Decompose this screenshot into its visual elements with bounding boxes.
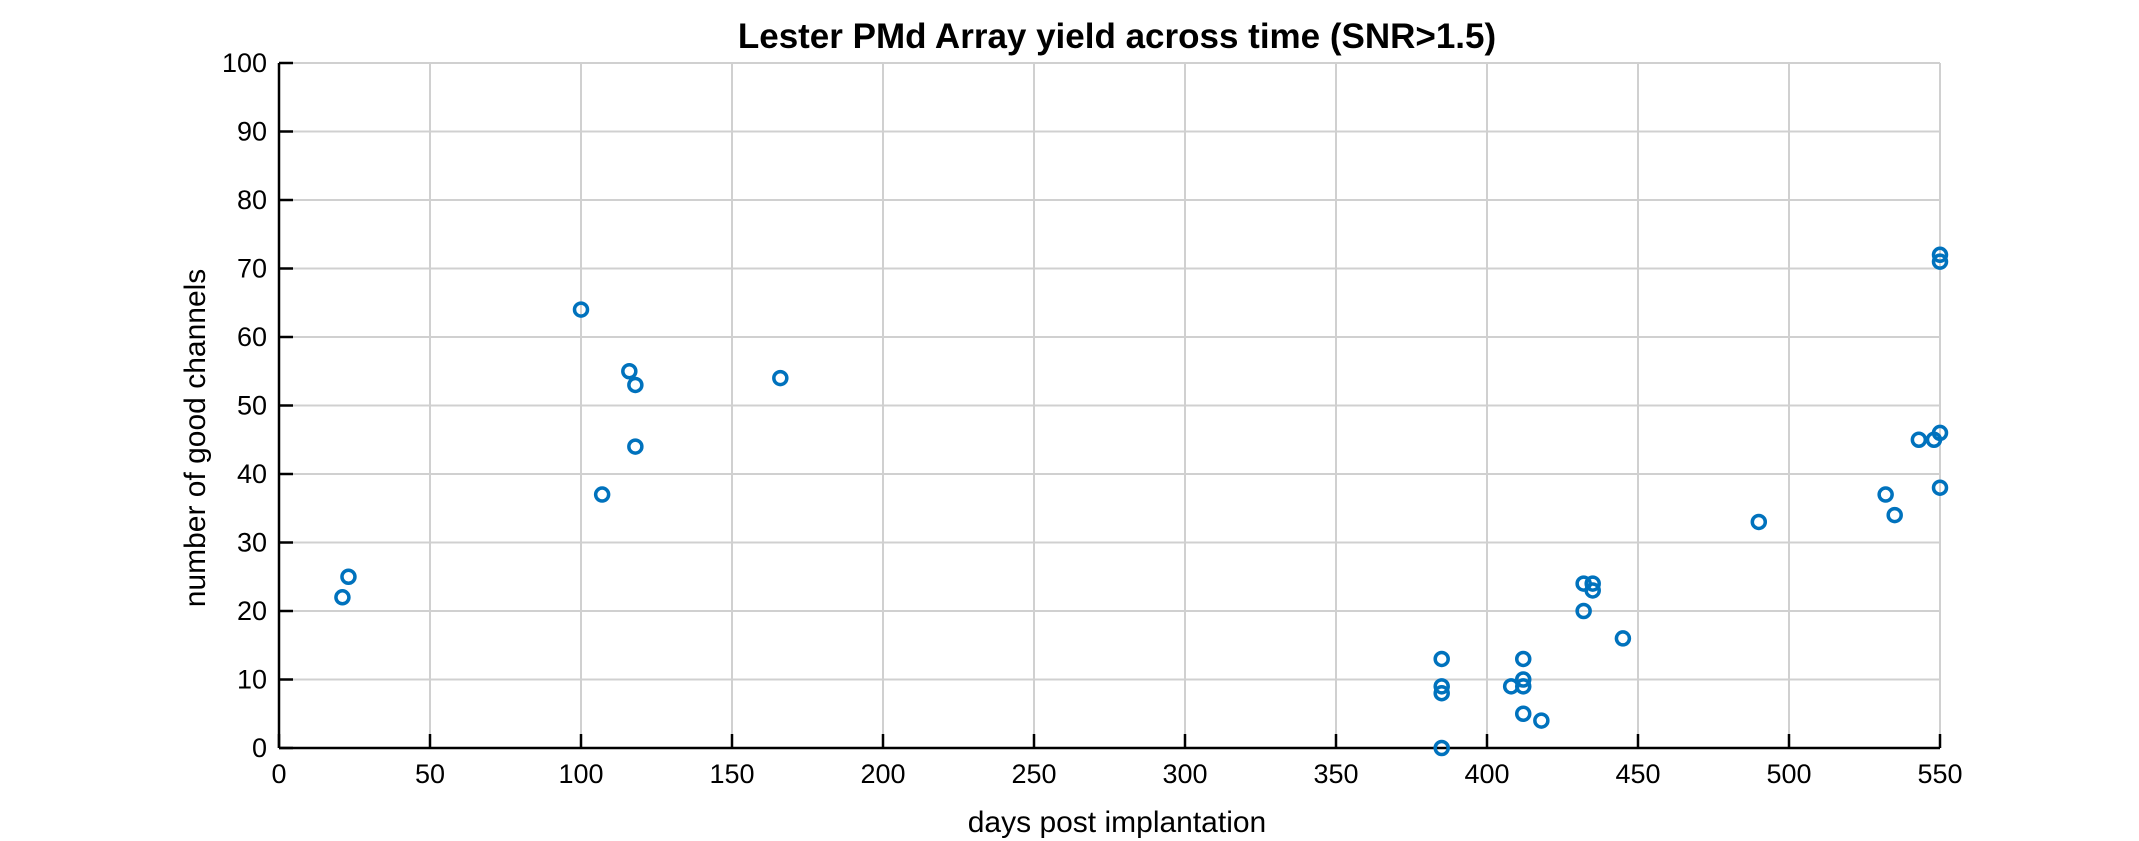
data-point xyxy=(1575,602,1592,620)
x-tick-label: 300 xyxy=(1162,759,1207,789)
grid xyxy=(278,62,1941,749)
data-point xyxy=(627,438,644,455)
y-tick-label: 80 xyxy=(237,185,267,215)
data-point xyxy=(621,363,638,380)
y-tick-label: 30 xyxy=(237,528,267,558)
data-point xyxy=(1433,678,1450,695)
data-point xyxy=(1514,678,1532,695)
x-tick-label: 350 xyxy=(1313,759,1358,789)
data-points xyxy=(334,246,1949,757)
x-tick-label: 450 xyxy=(1615,759,1660,789)
data-point xyxy=(1433,650,1450,668)
data-point xyxy=(593,486,611,503)
data-point xyxy=(1614,630,1632,647)
data-point xyxy=(1433,739,1450,757)
x-tick-label: 250 xyxy=(1011,759,1056,789)
x-tick-label: 150 xyxy=(709,759,754,789)
axes: 0 50 100 150 200 250 300 350 400 450 500 550 0 10 20 30… xyxy=(222,48,1963,789)
data-point xyxy=(1584,582,1601,599)
data-point xyxy=(1877,486,1894,503)
data-point xyxy=(627,376,644,394)
x-tick-label: 50 xyxy=(415,759,445,789)
data-point xyxy=(572,301,590,318)
data-point xyxy=(1910,431,1928,448)
x-tick-label: 550 xyxy=(1917,759,1962,789)
chart-title: Lester PMd Array yield across time (SNR>… xyxy=(738,17,1496,56)
data-point xyxy=(1433,684,1450,702)
y-tick-label: 50 xyxy=(237,391,267,421)
data-point xyxy=(1533,712,1550,729)
y-tick-label: 60 xyxy=(237,322,267,352)
y-tick-label: 20 xyxy=(237,596,267,626)
data-point xyxy=(1750,513,1768,531)
data-point xyxy=(1514,650,1532,668)
y-tick-label: 70 xyxy=(237,254,267,284)
y-tick-label: 90 xyxy=(237,117,267,147)
data-point xyxy=(772,369,789,387)
data-point xyxy=(1514,671,1532,688)
y-tick-label: 0 xyxy=(252,733,267,763)
y-tick-label: 10 xyxy=(237,665,267,695)
x-tick-label: 0 xyxy=(271,759,286,789)
data-point xyxy=(1931,479,1949,496)
data-point xyxy=(1584,575,1601,592)
y-tick-label: 100 xyxy=(222,48,267,78)
data-point xyxy=(340,568,357,585)
x-tick-label: 400 xyxy=(1464,759,1509,789)
x-tick-label: 200 xyxy=(860,759,905,789)
data-point xyxy=(1931,246,1949,264)
data-point xyxy=(334,589,351,606)
data-point xyxy=(1931,253,1949,270)
x-axis-label: days post implantation xyxy=(968,806,1267,839)
data-point xyxy=(1931,424,1949,442)
x-tick-label: 100 xyxy=(558,759,603,789)
x-tick-label: 500 xyxy=(1766,759,1811,789)
y-axis-label: number of good channels xyxy=(179,269,212,608)
y-tick-label: 40 xyxy=(237,459,267,489)
data-point xyxy=(1514,705,1532,722)
data-point xyxy=(1886,506,1903,524)
